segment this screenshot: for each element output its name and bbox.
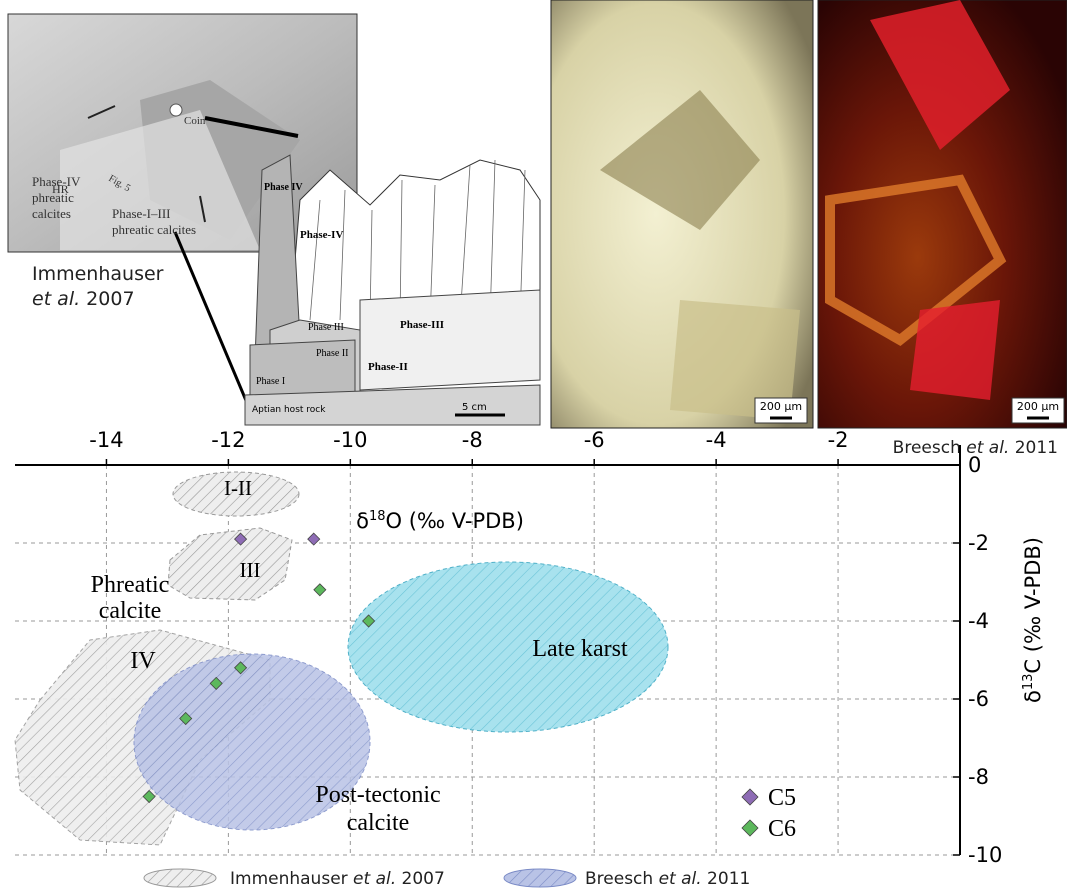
axis-label-part: O (‰ V-PDB) — [386, 509, 524, 533]
legend-label-part: et al. — [659, 869, 702, 889]
region-label: Phreatic — [91, 572, 170, 598]
x-tick-label: -4 — [706, 428, 727, 452]
citation: Breesch et al. 2011 — [893, 438, 1058, 458]
x-tick-label: -2 — [828, 428, 849, 452]
sketch-label: Phase IV — [264, 182, 303, 193]
sketch-label: Phase III — [308, 322, 344, 333]
photo-label: Coin — [184, 115, 206, 127]
legend-label-part: et al. — [353, 869, 396, 889]
sketch-label: Phase-IV — [300, 229, 343, 241]
y-tick-label: -2 — [968, 531, 989, 555]
sketch-label: Phase-II — [368, 361, 408, 373]
photo-label: phreatic — [32, 190, 74, 205]
photo-label: HR — [52, 182, 69, 196]
point — [179, 711, 193, 726]
citation-part: et al. — [966, 438, 1009, 458]
regions: I-II III Phreatic calcite IV Late karst … — [14, 471, 669, 846]
photo-label: calcites — [32, 206, 71, 221]
outcrop-photo: Phase-IV phreatic calcites Coin HR Fig. … — [7, 13, 358, 411]
point — [362, 614, 376, 628]
point — [234, 661, 248, 675]
x-tick-label: -10 — [333, 428, 367, 452]
citation-part: 2007 — [80, 288, 134, 310]
y-axis-label: δ13C (‰ V-PDB) — [1021, 537, 1045, 703]
photo-label: Phase-IV — [32, 174, 81, 189]
sketch-label: Phase I — [256, 376, 285, 387]
axis-label-part: 13 — [1021, 674, 1036, 691]
y-tick-label: -6 — [968, 687, 989, 711]
legend-label-part: 2007 — [396, 869, 445, 889]
sketch-label: Aptian host rock — [252, 405, 326, 415]
x-tick-label: -12 — [211, 428, 245, 452]
grid: -14 -12 -10 -8 -6 -4 -2 0 -2 -4 -6 -8 -10 — [15, 428, 1002, 867]
point — [142, 789, 156, 804]
photo-label: Phase-I–III — [112, 206, 170, 221]
region-label: calcite — [99, 598, 162, 624]
x-tick-label: -6 — [584, 428, 605, 452]
legend-label-part: 2011 — [702, 869, 751, 889]
legend-label: C5 — [768, 785, 796, 811]
point — [209, 676, 223, 690]
region-label: III — [240, 558, 261, 582]
region-label: IV — [130, 648, 156, 674]
region-label: Post-tectonic — [315, 782, 440, 808]
x-axis-label: δ18O (‰ V-PDB) — [356, 509, 524, 533]
citation-part: Breesch — [893, 438, 967, 458]
axis-label-part: δ — [1021, 690, 1045, 703]
region-label: I-II — [224, 476, 252, 500]
micrographs: 200 μm 200 μm — [550, 0, 1067, 429]
region-legend: Immenhauser et al. 2007 Breesch et al. 2… — [143, 868, 750, 889]
photo-label: phreatic calcites — [112, 222, 196, 237]
legend-label: Immenhauser et al. 2007 — [230, 869, 445, 889]
y-tick-label: -4 — [968, 609, 989, 633]
legend-marker — [741, 819, 759, 837]
axis-label-part: C (‰ V-PDB) — [1021, 537, 1045, 674]
point — [307, 532, 321, 546]
legend-label: Breesch et al. 2011 — [585, 869, 750, 889]
sketch-label: 5 cm — [462, 402, 487, 413]
legend-label-part: Immenhauser — [230, 869, 353, 889]
legend-label: C6 — [768, 816, 796, 842]
sketch: Phase IV Phase-IV Phase III Phase II Pha… — [244, 154, 541, 426]
citation-part: 2011 — [1009, 438, 1058, 458]
x-tick-label: -8 — [462, 428, 483, 452]
sketch-label: Phase II — [316, 348, 349, 359]
legend-marker — [741, 788, 759, 806]
axis-label-part: 18 — [369, 509, 386, 524]
point — [234, 532, 248, 546]
region-label: calcite — [347, 810, 410, 836]
scale-bar-label: 200 μm — [1017, 400, 1059, 413]
x-tick-label: -14 — [89, 428, 123, 452]
scale-bar-label: 200 μm — [760, 400, 802, 413]
y-tick-label: -10 — [968, 843, 1002, 867]
citation-part: et al. — [32, 288, 80, 310]
citation: et al. 2007 — [32, 288, 135, 310]
point — [313, 583, 327, 597]
region-label: Late karst — [532, 636, 628, 662]
axis-label-part: δ — [356, 509, 369, 533]
y-tick-label: 0 — [968, 453, 981, 477]
citation: Immenhauser — [32, 263, 164, 285]
sketch-label: Phase-III — [400, 319, 444, 331]
y-tick-label: -8 — [968, 765, 989, 789]
legend-label-part: Breesch — [585, 869, 659, 889]
